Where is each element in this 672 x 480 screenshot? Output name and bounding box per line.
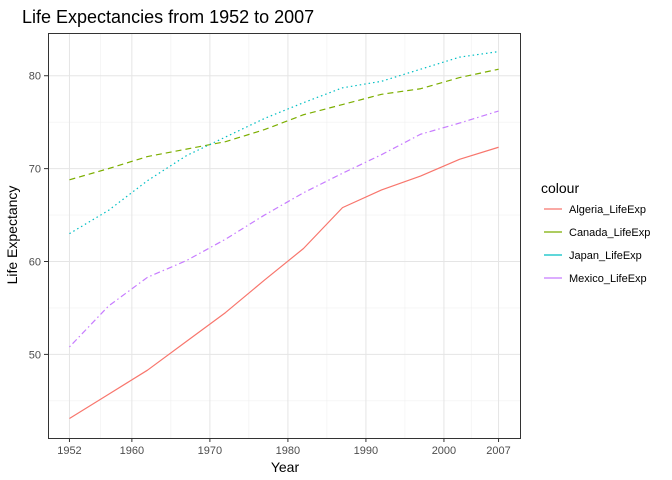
plot-border	[48, 33, 521, 439]
y-tick-label: 70	[29, 164, 41, 176]
legend-label: Algeria_LifeExp	[569, 204, 646, 216]
x-tick-label: 1980	[276, 445, 300, 457]
y-axis-title: Life Expectancy	[4, 186, 20, 285]
legend-label: Japan_LifeExp	[569, 250, 642, 262]
y-tick-label: 50	[29, 349, 41, 361]
major-gridlines	[48, 33, 520, 438]
minor-gridlines	[48, 33, 520, 438]
x-tick-label: 1970	[198, 445, 222, 457]
legend-item: Algeria_LifeExp	[544, 204, 646, 216]
legend-label: Mexico_LifeExp	[569, 273, 647, 285]
series-line-japan-lifeexp	[69, 50, 499, 235]
x-tick-label: 1952	[57, 445, 81, 457]
legend-item: Canada_LifeExp	[544, 227, 650, 239]
legend-label: Canada_LifeExp	[569, 227, 650, 239]
chart-title: Life Expectancies from 1952 to 2007	[22, 7, 314, 27]
legend-item: Mexico_LifeExp	[544, 273, 647, 285]
x-tick-label: 2007	[486, 445, 510, 457]
legend: colour Algeria_LifeExp Canada_LifeExp Japa…	[541, 180, 650, 285]
series-line-canada-lifeexp	[69, 68, 499, 181]
y-tick-label: 60	[29, 257, 41, 269]
legend-title: colour	[541, 180, 579, 196]
y-axis: 50 60 70 80	[29, 71, 48, 361]
x-axis: 1952 1960 1970 1980 1990 2000 2007	[57, 438, 511, 457]
y-tick-label: 80	[29, 71, 41, 83]
series-lines	[69, 50, 499, 420]
x-tick-label: 2000	[432, 445, 456, 457]
x-tick-label: 1990	[354, 445, 378, 457]
series-line-algeria-lifeexp	[69, 146, 499, 420]
plot-panel	[48, 33, 520, 438]
legend-item: Japan_LifeExp	[544, 250, 642, 262]
x-axis-title: Year	[271, 459, 300, 475]
x-tick-label: 1960	[120, 445, 144, 457]
